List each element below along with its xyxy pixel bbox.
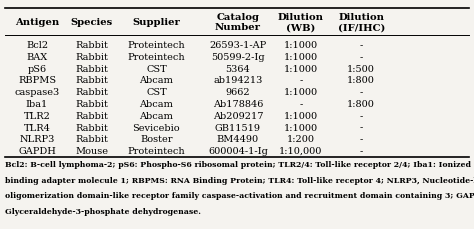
Text: ab194213: ab194213 (213, 76, 263, 85)
Text: Rabbit: Rabbit (75, 111, 108, 120)
Text: -: - (360, 147, 363, 155)
Text: -: - (360, 88, 363, 97)
Text: NLRP3: NLRP3 (19, 135, 55, 144)
Text: 1:1000: 1:1000 (284, 64, 318, 73)
Text: Abcam: Abcam (139, 76, 173, 85)
Text: Iba1: Iba1 (26, 100, 48, 109)
Text: -: - (360, 135, 363, 144)
Text: GB11519: GB11519 (215, 123, 261, 132)
Text: Rabbit: Rabbit (75, 100, 108, 109)
Text: Rabbit: Rabbit (75, 64, 108, 73)
Text: oligomerization domain-like receptor family caspase-activation and recruitment d: oligomerization domain-like receptor fam… (5, 191, 474, 199)
Text: Ab209217: Ab209217 (213, 111, 263, 120)
Text: -: - (360, 52, 363, 62)
Text: Rabbit: Rabbit (75, 52, 108, 62)
Text: Bcl2: Bcl2 (26, 41, 48, 50)
Text: Rabbit: Rabbit (75, 135, 108, 144)
Text: Antigen: Antigen (15, 18, 59, 27)
Text: Dilution
(WB): Dilution (WB) (278, 13, 324, 32)
Text: binding adapter molecule 1; RBPMS: RNA Binding Protein; TLR4: Toll-like receptor: binding adapter molecule 1; RBPMS: RNA B… (5, 176, 474, 184)
Text: Rabbit: Rabbit (75, 123, 108, 132)
Text: pS6: pS6 (27, 64, 46, 73)
Text: Proteintech: Proteintech (128, 41, 185, 50)
Text: caspase3: caspase3 (14, 88, 60, 97)
Text: Rabbit: Rabbit (75, 76, 108, 85)
Text: Species: Species (70, 18, 113, 27)
Text: Supplier: Supplier (132, 18, 181, 27)
Text: Boster: Boster (140, 135, 173, 144)
Text: -: - (360, 123, 363, 132)
Text: Rabbit: Rabbit (75, 41, 108, 50)
Text: RBPMS: RBPMS (18, 76, 56, 85)
Text: Proteintech: Proteintech (128, 52, 185, 62)
Text: Abcam: Abcam (139, 100, 173, 109)
Text: 9662: 9662 (226, 88, 250, 97)
Text: Dilution
(IF/IHC): Dilution (IF/IHC) (337, 13, 385, 32)
Text: Rabbit: Rabbit (75, 88, 108, 97)
Text: 1:10,000: 1:10,000 (279, 147, 323, 155)
Text: 600004-1-Ig: 600004-1-Ig (208, 147, 268, 155)
Text: -: - (300, 100, 302, 109)
Text: 1:800: 1:800 (347, 100, 375, 109)
Text: CST: CST (146, 88, 167, 97)
Text: 1:1000: 1:1000 (284, 88, 318, 97)
Text: 1:1000: 1:1000 (284, 123, 318, 132)
Text: Abcam: Abcam (139, 111, 173, 120)
Text: -: - (360, 111, 363, 120)
Text: Mouse: Mouse (75, 147, 108, 155)
Text: 1:1000: 1:1000 (284, 52, 318, 62)
Text: TLR4: TLR4 (24, 123, 50, 132)
Text: Catalog
Number: Catalog Number (215, 13, 261, 32)
Text: 5364: 5364 (226, 64, 250, 73)
Text: 1:500: 1:500 (347, 64, 375, 73)
Text: Glyceraldehyde-3-phosphate dehydrogenase.: Glyceraldehyde-3-phosphate dehydrogenase… (5, 207, 201, 215)
Text: GAPDH: GAPDH (18, 147, 56, 155)
Text: Sevicebio: Sevicebio (133, 123, 180, 132)
Text: CST: CST (146, 64, 167, 73)
Text: 1:1000: 1:1000 (284, 41, 318, 50)
Text: 50599-2-Ig: 50599-2-Ig (211, 52, 265, 62)
Text: Bcl2: B-cell lymphoma-2; pS6: Phospho-S6 ribosomal protein; TLR2/4: Toll-like re: Bcl2: B-cell lymphoma-2; pS6: Phospho-S6… (5, 160, 474, 168)
Text: BM4490: BM4490 (217, 135, 259, 144)
Text: TLR2: TLR2 (24, 111, 50, 120)
Text: -: - (360, 41, 363, 50)
Text: 1:200: 1:200 (287, 135, 315, 144)
Text: Proteintech: Proteintech (128, 147, 185, 155)
Text: 1:1000: 1:1000 (284, 111, 318, 120)
Text: -: - (300, 76, 302, 85)
Text: BAX: BAX (27, 52, 47, 62)
Text: 26593-1-AP: 26593-1-AP (210, 41, 266, 50)
Text: 1:800: 1:800 (347, 76, 375, 85)
Text: Ab178846: Ab178846 (213, 100, 263, 109)
